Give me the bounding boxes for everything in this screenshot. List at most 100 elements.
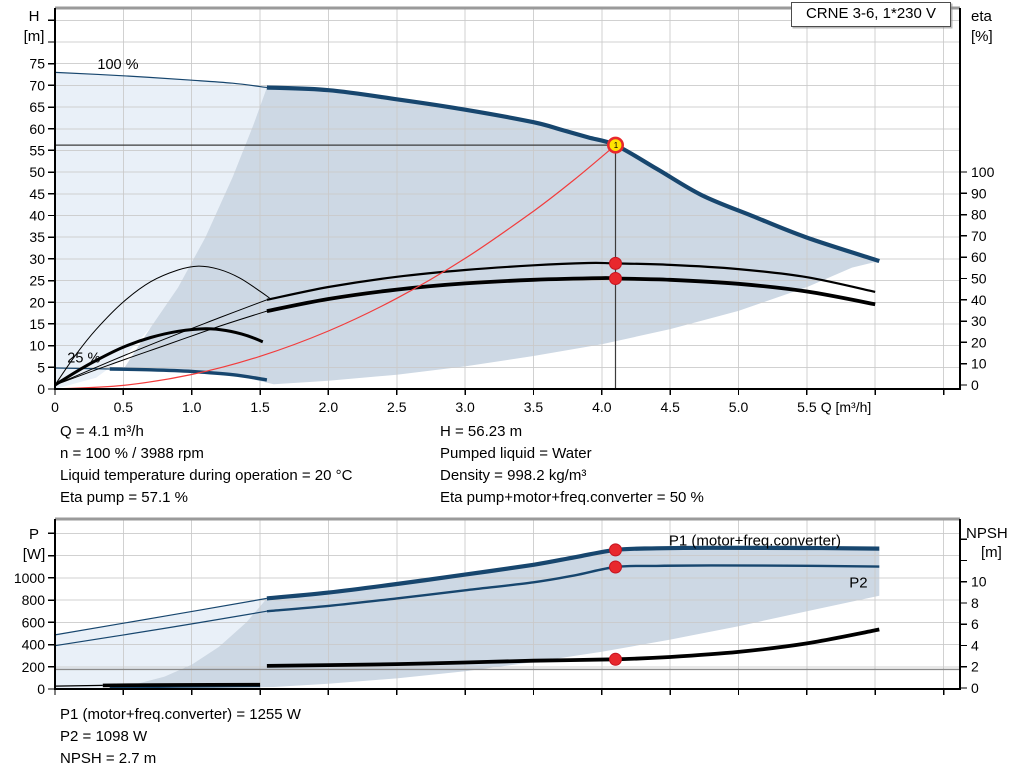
y-right-tick-label: 30 [971,313,987,329]
y-right-tick-label: 2 [971,659,979,675]
y-right-tick-label: 40 [971,292,987,308]
y-right-tick-label: 8 [971,595,979,611]
p1-curve-label: P1 (motor+freq.converter) [669,532,841,549]
duty-point-p1 [608,543,622,557]
qh-curve-100pct-ext [54,71,267,89]
x-tick-label: 4.0 [592,399,612,415]
y-left-tick-label: 75 [29,56,45,72]
p2-curve [266,564,880,613]
y-left-axis-title: P [29,526,39,543]
axes [48,517,967,695]
power-range-dark [109,547,880,689]
p2-curve-ext [54,610,268,647]
y-right-tick-label: 20 [971,334,987,350]
p1-curve [266,545,880,601]
info-line-p1: P1 (motor+freq.converter) = 1255 W [60,706,301,723]
y-left-tick-label: 15 [29,316,45,332]
y-left-tick-label: 50 [29,164,45,180]
y-left-tick-label: 10 [29,338,45,354]
y-right-axis-title: eta [971,8,993,25]
x-tick-label: 4.5 [660,399,680,415]
eta-pump-curve-25pct [54,265,270,386]
y-left-tick-label: 600 [22,614,46,630]
npsh-curve-low [102,682,261,688]
info-line-npsh: NPSH = 2.7 m [60,750,157,767]
info-line-q: Q = 4.1 m³/h [60,423,144,440]
duty-info-left: Q = 4.1 m³/h n = 100 % / 3988 rpm Liquid… [60,421,352,509]
info-line-head: H = 56.23 m [440,423,523,440]
y-left-tick-label: 0 [37,381,45,397]
y-left-axis-title: H [29,8,40,25]
y-right-tick-label: 70 [971,228,987,244]
p1-curve-ext [54,597,268,636]
y-right-tick-label: 50 [971,271,987,287]
y-left-tick-label: 400 [22,637,46,653]
eta-total-curve [266,276,876,313]
info-line-speed: n = 100 % / 3988 rpm [60,445,204,462]
x-tick-label: 5.0 [729,399,749,415]
duty-point-eta-pump [608,256,622,270]
y-left-tick-label: 5 [37,359,45,375]
y-right-tick-label: 100 [971,164,995,180]
duty-point-p2 [608,560,622,574]
info-line-temperature: Liquid temperature during operation = 20… [60,467,353,484]
y-left-tick-label: 65 [29,99,45,115]
affinity-parabola [54,144,616,390]
qh-curve-100pct [266,85,880,263]
y-right-axis-title: [m] [981,544,1002,561]
y-left-axis-title: [W] [23,546,46,563]
eta-pump-curve [266,261,876,301]
info-line-liquid: Pumped liquid = Water [440,445,592,462]
y-right-tick-label: 60 [971,249,987,265]
pump-title-box: CRNE 3-6, 1*230 V [791,2,951,27]
x-tick-label: 0 [51,399,59,415]
npsh-curve-low-ext [54,684,103,687]
y-right-tick-label: 10 [971,574,987,590]
y-right-tick-label: 80 [971,207,987,223]
y-left-tick-label: 30 [29,251,45,267]
y-right-axis-title: NPSH [966,525,1008,542]
y-left-tick-label: 800 [22,592,46,608]
pump-title: CRNE 3-6, 1*230 V [805,5,937,22]
duty-point-npsh [608,652,622,666]
y-left-tick-label: 60 [29,121,45,137]
x-tick-label: 2.5 [387,399,407,415]
info-line-eta-total: Eta pump+motor+freq.converter = 50 % [440,489,704,506]
y-left-axis-title: [m] [24,28,45,45]
duty-point-eta-total [608,272,622,286]
power-info-block: P1 (motor+freq.converter) = 1255 W P2 = … [60,704,301,770]
y-left-tick-label: 45 [29,186,45,202]
y-left-tick-label: 70 [29,77,45,93]
x-axis-title: Q [m³/h] [821,399,872,415]
duty-range-dark [123,87,880,385]
info-line-density: Density = 998.2 kg/m³ [440,467,587,484]
y-left-tick-label: 35 [29,229,45,245]
p2-curve-label: P2 [849,574,867,591]
y-left-tick-label: 200 [22,659,46,675]
qh-eta-chart: 1 100 % 25 % 0 5 10 15 20 25 30 35 40 45 50 55 60 65 70 75… [24,6,995,415]
x-tick-label: 5.5 [797,399,817,415]
y-right-tick-label: 6 [971,616,979,632]
y-right-tick-label: 4 [971,637,979,653]
y-right-tick-label: 0 [971,680,979,696]
x-tick-label: 1.5 [250,399,270,415]
y-left-tick-label: 25 [29,273,45,289]
duty-point-head [606,136,624,154]
y-left-tick-label: 0 [37,681,45,697]
npsh-curve [266,627,880,668]
operating-envelope-pale [55,72,267,390]
info-line-eta-pump: Eta pump = 57.1 % [60,489,188,506]
duty-info-right: H = 56.23 m Pumped liquid = Water Densit… [440,421,704,509]
y-left-tick-label: 1000 [14,570,45,586]
x-tick-label: 0.5 [114,399,134,415]
eta-pump-curve-ext [54,299,268,386]
y-right-tick-label: 10 [971,356,987,372]
gridlines [55,8,960,389]
y-left-tick-label: 40 [29,208,45,224]
speed-label-25pct: 25 % [67,351,100,367]
info-line-p2: P2 = 1098 W [60,728,148,745]
x-tick-label: 1.0 [182,399,202,415]
x-tick-label: 3.0 [455,399,475,415]
